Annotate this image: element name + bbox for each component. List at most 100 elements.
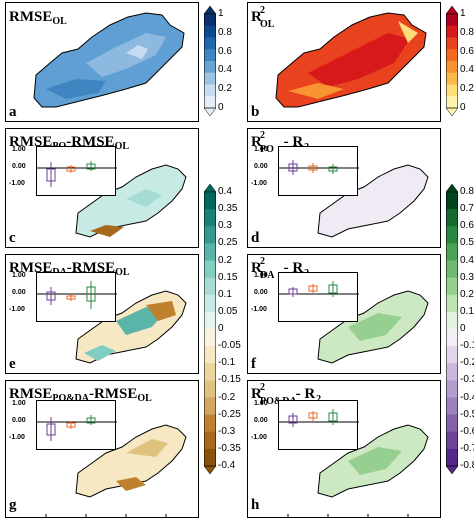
prgn-colorbar-segment [446, 277, 458, 296]
prgn-colorbar-tick-label: -0.2 [460, 357, 474, 369]
prgn-colorbar-tick-label: -0.8 [460, 460, 474, 471]
prgn-colorbar-top-arrow [446, 184, 458, 193]
prgn-colorbar-segment [446, 414, 458, 433]
reds-colorbar-segment [446, 61, 458, 74]
reds-colorbar-tick-label: 0.8 [460, 26, 474, 38]
inset-tick-h-3: -1.00 [251, 434, 267, 441]
reds-colorbar-svg [446, 6, 458, 116]
prgn-colorbar-tick-label: 0 [460, 323, 466, 334]
brbg-colorbar-tick-label: 0.35 [218, 203, 238, 215]
blues-colorbar-tick-label: 0.8 [218, 26, 232, 38]
inset-tick-c-2: 0.00 [12, 163, 26, 170]
colorbar-blues [204, 6, 216, 116]
inset-tick-e-3: -1.00 [9, 306, 25, 313]
brbg-colorbar-segment [204, 448, 216, 467]
map-rmse-poda-diff [75, 424, 187, 498]
prgn-colorbar-tick-label: 0.5 [460, 237, 474, 249]
prgn-colorbar-segment [446, 243, 458, 261]
prgn-colorbar-tick-label: 0.3 [460, 271, 474, 283]
panel-h-label: h [251, 497, 260, 513]
brbg-colorbar-tick-label: 0.3 [218, 220, 232, 232]
reds-colorbar-segment [446, 25, 458, 38]
brbg-colorbar-tick-label: 0.4 [218, 186, 232, 197]
prgn-colorbar-segment [446, 397, 458, 416]
brbg-colorbar-segment [204, 192, 216, 210]
brbg-colorbar-tick-label: -0.1 [218, 357, 236, 369]
inset-tick-d-3: -1.00 [251, 180, 267, 187]
brbg-colorbar-tick-label: 0 [218, 323, 224, 334]
brbg-colorbar-segment [204, 294, 216, 313]
map-rmse-da-diff [75, 290, 187, 364]
panel-e: RMSEDA-RMSEOL 1.00 0.00 -1.00 e [5, 254, 199, 374]
blues-colorbar-segment [204, 72, 216, 85]
blues-colorbar-top-arrow [204, 6, 216, 15]
blues-colorbar-segment [204, 25, 216, 38]
reds-colorbar-segment [446, 96, 458, 109]
brbg-colorbar-segment [204, 363, 216, 381]
panel-a-title: RMSEOL [9, 9, 67, 30]
panel-f-label: f [251, 356, 256, 372]
reds-colorbar-segment [446, 37, 458, 50]
inset-tick-h-1: 1.00 [254, 400, 268, 407]
brbg-colorbar-tick-label: -0.15 [218, 374, 241, 386]
inset-tick-f-1: 1.00 [254, 272, 268, 279]
map-rmse-ol [33, 12, 185, 108]
brbg-colorbar-tick-label: 0.2 [218, 254, 232, 266]
prgn-colorbar-segment [446, 363, 458, 381]
blues-colorbar-segment [204, 14, 216, 27]
brbg-colorbar-segment [204, 226, 216, 244]
panel-a: RMSEOL a [5, 2, 199, 122]
colorbar-reds [446, 6, 458, 116]
inset-box-plot-d [278, 146, 359, 196]
colorbar-brown-teal [204, 184, 216, 474]
panel-b-label: b [251, 104, 260, 120]
prgn-colorbar-segment [446, 380, 458, 398]
panel-h-axis-ticks [287, 514, 409, 517]
inset-box-plot-h [278, 400, 359, 450]
inset-box-plot-g [36, 400, 117, 450]
blues-colorbar-segment [204, 37, 216, 50]
brbg-colorbar-tick-label: -0.4 [218, 460, 236, 471]
prgn-colorbar-tick-label: -0.1 [460, 340, 474, 352]
map-r2-poda-diff [317, 424, 429, 498]
brbg-colorbar-segment [204, 311, 216, 330]
brbg-colorbar-top-arrow [204, 184, 216, 193]
panel-g-label: g [9, 497, 17, 513]
inset-tick-f-2: 0.00 [254, 289, 268, 296]
prgn-colorbar-tick-label: 0.7 [460, 203, 474, 215]
inset-tick-e-2: 0.00 [12, 289, 26, 296]
brbg-colorbar-tick-label: -0.05 [218, 340, 241, 352]
prgn-colorbar-segment [446, 346, 458, 364]
panel-e-label: e [9, 356, 16, 372]
brbg-colorbar-tick-label: 0.1 [218, 288, 232, 300]
panel-c-label: c [9, 230, 16, 246]
prgn-colorbar-segment [446, 260, 458, 279]
brbg-colorbar-segment [204, 397, 216, 416]
blues-colorbar-tick-label: 0.6 [218, 45, 232, 57]
prgn-colorbar-svg [446, 184, 458, 474]
brbg-colorbar-segment [204, 260, 216, 279]
prgn-colorbar-tick-label: -0.7 [460, 442, 474, 454]
blues-colorbar-segment [204, 49, 216, 62]
blues-colorbar-tick-label: 0 [218, 102, 224, 113]
panel-g: RMSEPO&DA-RMSEOL 1.00 0.00 -1.00 g [5, 380, 199, 518]
reds-colorbar-segment [446, 49, 458, 62]
blues-colorbar-svg [204, 6, 216, 116]
brbg-colorbar-segment [204, 277, 216, 296]
panel-g-title: RMSEPO&DA-RMSEOL [9, 386, 152, 404]
blues-colorbar-bottom-arrow [204, 107, 216, 116]
brbg-colorbar-tick-label: 0.15 [218, 271, 238, 283]
blues-colorbar-tick-label: 1 [218, 8, 224, 19]
inset-tick-g-2: 0.00 [12, 417, 26, 424]
panel-a-label: a [9, 104, 17, 120]
inset-tick-f-3: -1.00 [251, 306, 267, 313]
colorbar-purple-green [446, 184, 458, 474]
reds-colorbar-top-arrow [446, 6, 458, 15]
panel-c: RMSEPO-RMSEOL 1.00 0.00 -1.00 c [5, 128, 199, 248]
panel-a-title-main: RMSE [9, 9, 53, 25]
inset-tick-d-1: 1.00 [254, 146, 268, 153]
brbg-colorbar-segment [204, 431, 216, 450]
